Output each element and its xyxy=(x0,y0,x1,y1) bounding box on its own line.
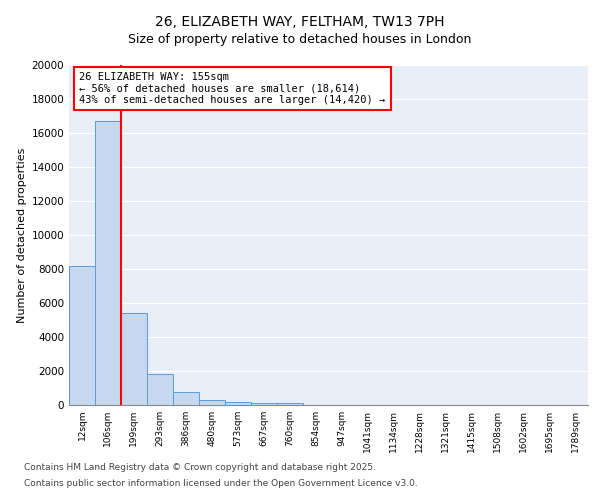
Bar xyxy=(173,392,199,405)
Text: Contains HM Land Registry data © Crown copyright and database right 2025.: Contains HM Land Registry data © Crown c… xyxy=(24,464,376,472)
Text: Size of property relative to detached houses in London: Size of property relative to detached ho… xyxy=(128,32,472,46)
Bar xyxy=(69,266,95,405)
Bar xyxy=(95,121,121,405)
Bar xyxy=(251,402,277,405)
Y-axis label: Number of detached properties: Number of detached properties xyxy=(17,148,27,322)
Text: 26 ELIZABETH WAY: 155sqm
← 56% of detached houses are smaller (18,614)
43% of se: 26 ELIZABETH WAY: 155sqm ← 56% of detach… xyxy=(79,72,386,105)
Bar xyxy=(225,402,251,405)
Bar xyxy=(147,374,173,405)
Text: 26, ELIZABETH WAY, FELTHAM, TW13 7PH: 26, ELIZABETH WAY, FELTHAM, TW13 7PH xyxy=(155,15,445,29)
Bar xyxy=(277,404,302,405)
Bar xyxy=(199,400,224,405)
Text: Contains public sector information licensed under the Open Government Licence v3: Contains public sector information licen… xyxy=(24,478,418,488)
Bar xyxy=(121,313,147,405)
